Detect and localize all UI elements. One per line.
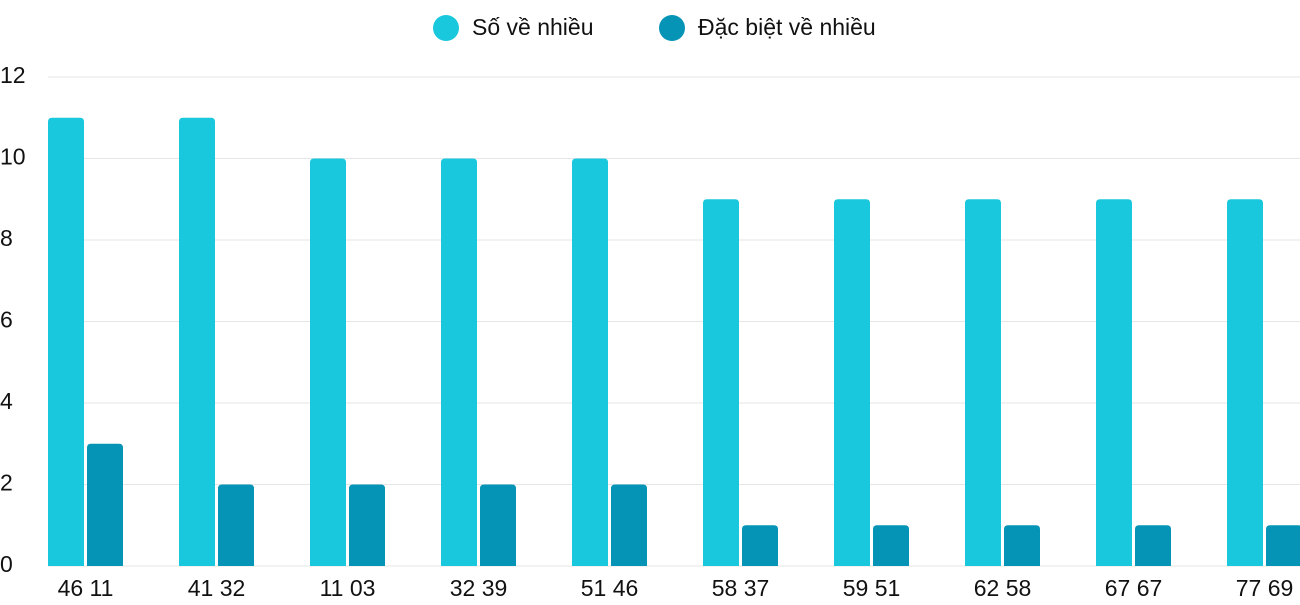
bar	[48, 117, 84, 566]
bar	[441, 158, 477, 566]
bar	[873, 525, 909, 566]
legend-marker	[659, 15, 685, 41]
x-tick-label: 51 46	[581, 575, 639, 600]
legend-label: Đặc biệt về nhiều	[698, 14, 876, 40]
x-tick-label: 77 69	[1236, 575, 1294, 600]
y-tick-label: 4	[0, 388, 13, 414]
x-tick-label: 67 67	[1105, 575, 1163, 600]
y-tick-label: 6	[0, 307, 13, 333]
y-tick-label: 0	[0, 551, 13, 577]
bar	[87, 443, 123, 566]
bar	[179, 117, 215, 566]
x-tick-label: 41 32	[188, 575, 246, 600]
bar	[1135, 525, 1171, 566]
bar	[965, 199, 1001, 566]
bar	[1266, 525, 1300, 566]
y-tick-label: 2	[0, 470, 13, 496]
bar	[218, 484, 254, 566]
bar	[703, 199, 739, 566]
legend-label: Số về nhiều	[472, 14, 593, 40]
legend-marker	[433, 15, 459, 41]
y-tick-label: 12	[0, 62, 26, 88]
bar	[1227, 199, 1263, 566]
bar	[480, 484, 516, 566]
bar	[742, 525, 778, 566]
bar	[310, 158, 346, 566]
bar	[834, 199, 870, 566]
x-tick-label: 58 37	[712, 575, 770, 600]
bar	[1096, 199, 1132, 566]
bar	[572, 158, 608, 566]
x-tick-label: 32 39	[450, 575, 508, 600]
x-tick-label: 46 11	[58, 575, 114, 600]
y-tick-label: 10	[0, 144, 26, 170]
bar	[349, 484, 385, 566]
bar	[1004, 525, 1040, 566]
bar	[611, 484, 647, 566]
x-tick-label: 62 58	[974, 575, 1032, 600]
y-tick-label: 8	[0, 225, 13, 251]
x-tick-label: 59 51	[843, 575, 901, 600]
x-tick-label: 11 03	[320, 575, 376, 600]
